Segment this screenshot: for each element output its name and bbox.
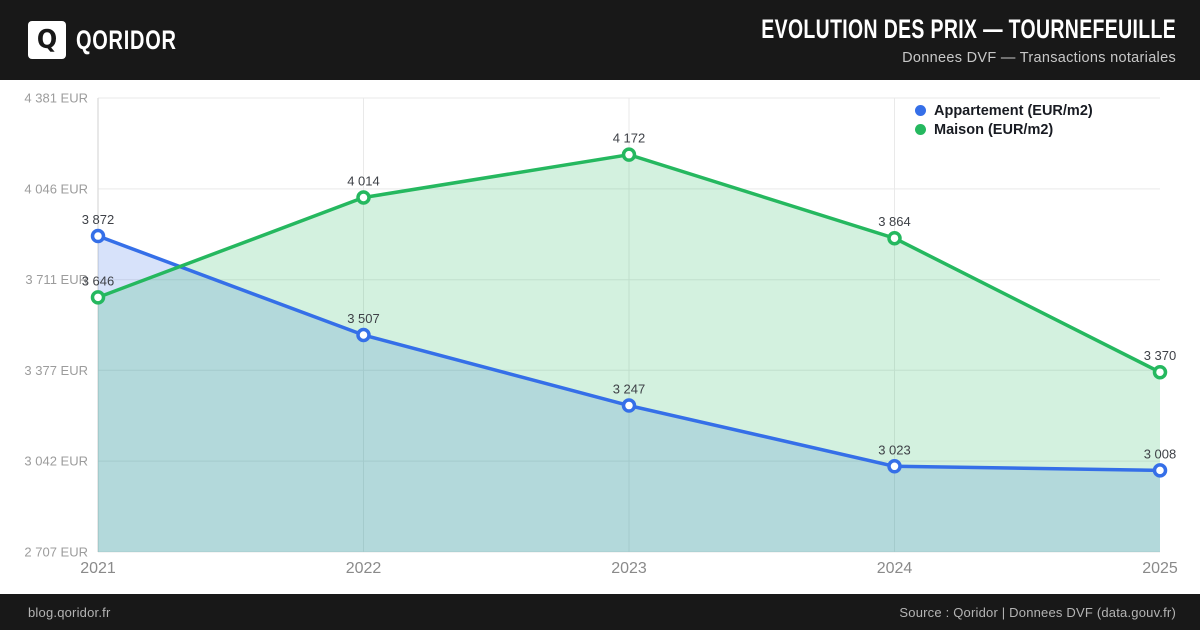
- y-tick-label: 3 711 EUR: [25, 272, 88, 287]
- y-tick-label: 3 377 EUR: [24, 363, 88, 378]
- y-tick-label: 2 707 EUR: [24, 545, 88, 560]
- chart-legend: Appartement (EUR/m2) Maison (EUR/m2): [915, 101, 1093, 139]
- point-label-maison-2022: 4 014: [347, 174, 380, 189]
- page-title: EVOLUTION DES PRIX — TOURNEFEUILLE: [761, 14, 1176, 44]
- point-label-appartement-2022: 3 507: [347, 311, 380, 326]
- legend-dot-maison-icon: [915, 124, 926, 135]
- footer-bar: blog.qoridor.fr Source : Qoridor | Donne…: [0, 594, 1200, 630]
- point-appartement-2023: [621, 398, 637, 413]
- x-tick-label-2021: 2021: [80, 560, 116, 577]
- point-label-maison-2024: 3 864: [878, 214, 911, 229]
- y-tick-label: 4 046 EUR: [24, 181, 88, 196]
- chart-canvas: 2 707 EUR 3 042 EUR 3 377 EUR 3 711 EUR 4 04…: [24, 91, 1178, 578]
- point-label-appartement-2021: 3 872: [82, 212, 115, 227]
- area-maison: [98, 154, 1160, 552]
- page-subtitle: Donnees DVF — Transactions notariales: [902, 50, 1176, 66]
- footer-site-url: blog.qoridor.fr: [28, 604, 111, 620]
- point-maison-2024: [887, 230, 902, 246]
- point-label-maison-2025: 3 370: [1144, 348, 1177, 363]
- point-appartement-2021: [90, 228, 106, 244]
- point-label-maison-2021: 3 646: [82, 273, 115, 288]
- header-bar: Q QORIDOR EVOLUTION DES PRIX — TOURNEFEU…: [0, 0, 1200, 80]
- qoridor-logo-icon: Q: [28, 21, 66, 59]
- x-tick-label-2025: 2025: [1142, 560, 1178, 577]
- header-titles: EVOLUTION DES PRIX — TOURNEFEUILLE Donne…: [600, 14, 1176, 66]
- y-tick-label: 3 042 EUR: [24, 454, 88, 469]
- price-evolution-chart: 2 707 EUR 3 042 EUR 3 377 EUR 3 711 EUR 4 04…: [0, 80, 1200, 594]
- point-label-maison-2023: 4 172: [613, 131, 646, 146]
- point-label-appartement-2024: 3 023: [878, 442, 911, 457]
- point-appartement-2025: [1152, 463, 1168, 478]
- legend-label-appartement: Appartement (EUR/m2): [934, 102, 1093, 119]
- brand-name: QORIDOR: [76, 24, 177, 55]
- point-maison-2025: [1152, 364, 1168, 380]
- point-appartement-2024: [887, 459, 902, 474]
- logo-letter: Q: [36, 25, 58, 55]
- point-maison-2022: [356, 190, 371, 205]
- x-tick-label-2024: 2024: [877, 560, 913, 577]
- brand: Q QORIDOR: [28, 21, 212, 59]
- point-label-appartement-2023: 3 247: [613, 382, 646, 397]
- x-tick-label-2022: 2022: [346, 560, 382, 577]
- footer-source: Source : Qoridor | Donnees DVF (data.gou…: [899, 604, 1176, 620]
- legend-item-appartement: Appartement (EUR/m2): [915, 101, 1093, 120]
- legend-label-maison: Maison (EUR/m2): [934, 121, 1054, 138]
- point-appartement-2022: [356, 327, 371, 343]
- y-tick-label: 4 381 EUR: [24, 91, 88, 106]
- point-maison-2021: [90, 290, 106, 305]
- legend-dot-appartement-icon: [915, 105, 926, 116]
- point-maison-2023: [621, 147, 637, 162]
- x-tick-label-2023: 2023: [611, 560, 647, 577]
- legend-item-maison: Maison (EUR/m2): [915, 120, 1093, 139]
- point-label-appartement-2025: 3 008: [1144, 446, 1177, 461]
